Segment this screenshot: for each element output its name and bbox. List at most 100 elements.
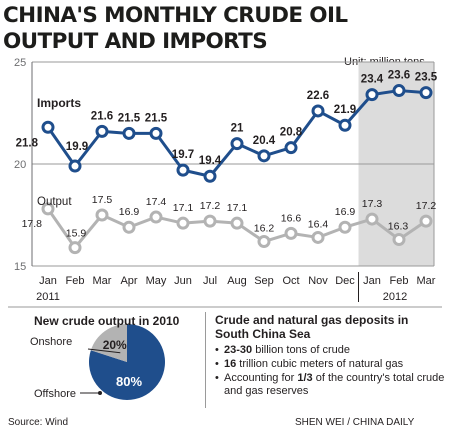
- imports-data-label: 19.7: [172, 149, 194, 161]
- imports-data-label: 19.9: [66, 141, 88, 153]
- imports-data-label: 23.5: [415, 72, 438, 84]
- output-data-label: 15.9: [66, 228, 87, 240]
- pie-slice-offshore: [89, 324, 165, 400]
- y-tick-label: 20: [14, 159, 26, 171]
- x-tick-label: Dec: [335, 275, 355, 287]
- imports-point: [365, 88, 379, 102]
- imports-point: [419, 86, 433, 100]
- imports-data-label: 20.4: [253, 135, 276, 147]
- output-point: [68, 241, 82, 255]
- imports-data-label: 20.8: [280, 127, 303, 139]
- imports-data-label: 23.4: [361, 74, 384, 86]
- output-data-label: 17.1: [173, 202, 194, 214]
- x-tick-label: Mar: [93, 275, 112, 287]
- output-point: [257, 235, 271, 249]
- output-point: [365, 212, 379, 226]
- x-tick-label: Jan: [363, 275, 381, 287]
- imports-data-label: 23.6: [388, 70, 410, 82]
- output-point: [311, 230, 325, 244]
- imports-point: [95, 124, 109, 138]
- output-point: [95, 208, 109, 222]
- output-point: [338, 220, 352, 234]
- imports-data-label: 19.4: [199, 155, 222, 167]
- year-label: 2012: [383, 291, 407, 303]
- output-data-label: 16.4: [308, 218, 329, 230]
- title-line-1: CHINA'S MONTHLY CRUDE OIL: [3, 3, 348, 28]
- output-point: [419, 214, 433, 228]
- output-point: [284, 226, 298, 240]
- x-tick-label: Feb: [66, 275, 85, 287]
- output-data-label: 17.8: [22, 218, 43, 230]
- imports-data-label: 22.6: [307, 90, 329, 102]
- imports-data-label: 21.5: [145, 112, 168, 124]
- imports-series-label: Imports: [37, 96, 81, 110]
- chart-title: CHINA'S MONTHLY CRUDE OIL OUTPUT AND IMP…: [3, 3, 447, 55]
- x-tick-label: Oct: [282, 275, 299, 287]
- imports-point: [68, 159, 82, 173]
- output-data-label: 17.1: [227, 202, 248, 214]
- output-point: [230, 216, 244, 230]
- pie-leader-dot: [98, 391, 102, 395]
- deposits-list: 23-30 billion tons of crude 16 trillion …: [215, 344, 445, 399]
- x-tick-label: May: [146, 275, 167, 287]
- imports-point: [41, 120, 55, 134]
- output-data-label: 16.9: [335, 206, 356, 218]
- y-tick-label: 25: [14, 57, 26, 69]
- pie-category-offshore: Offshore: [34, 388, 76, 400]
- deposit-item: 23-30 billion tons of crude: [215, 344, 445, 357]
- imports-point: [203, 169, 217, 183]
- imports-data-label: 21: [231, 123, 244, 135]
- imports-data-label: 21.6: [91, 110, 113, 122]
- pie-title: New crude output in 2010: [34, 314, 180, 328]
- output-point: [149, 210, 163, 224]
- x-tick-label: Sep: [254, 275, 274, 287]
- section-divider: [205, 312, 206, 408]
- output-data-label: 16.9: [119, 206, 140, 218]
- x-tick-label: Mar: [417, 275, 436, 287]
- output-data-label: 17.2: [200, 200, 221, 212]
- pie-category-onshore: Onshore: [30, 336, 72, 348]
- title-line-2: OUTPUT AND IMPORTS: [3, 29, 268, 54]
- imports-point: [284, 141, 298, 155]
- output-data-label: 17.4: [146, 196, 167, 208]
- output-data-label: 16.3: [388, 220, 409, 232]
- output-data-label: 17.5: [92, 194, 113, 206]
- pie-leader-onshore: [87, 348, 121, 354]
- output-series-label: Output: [37, 196, 72, 208]
- pie-label-onshore-pct: 20%: [103, 338, 127, 352]
- pie-label-offshore-pct: 80%: [116, 374, 142, 389]
- output-point: [122, 220, 136, 234]
- output-point: [176, 216, 190, 230]
- deposits-title: Crude and natural gas deposits in South …: [215, 313, 409, 341]
- output-data-label: 16.2: [254, 223, 275, 235]
- output-point: [203, 214, 217, 228]
- output-data-label: 16.6: [281, 212, 302, 224]
- output-point: [392, 232, 406, 246]
- imports-data-label: 21.9: [334, 104, 356, 116]
- imports-data-label: 21.8: [16, 137, 39, 149]
- x-tick-label: Jun: [174, 275, 192, 287]
- imports-data-label: 21.5: [118, 112, 141, 124]
- credit-note: SHEN WEI / CHINA DAILY: [295, 417, 415, 428]
- output-point: [41, 202, 55, 216]
- deposit-item: Accounting for 1/3 of the country's tota…: [215, 372, 445, 398]
- x-tick-label: Aug: [227, 275, 247, 287]
- y-tick-label: 15: [14, 261, 26, 273]
- imports-point: [338, 118, 352, 132]
- imports-point: [392, 84, 406, 98]
- output-data-label: 17.3: [362, 198, 383, 210]
- year-label: 2011: [36, 291, 60, 303]
- imports-point: [230, 137, 244, 151]
- x-tick-label: Jul: [203, 275, 217, 287]
- imports-point: [311, 104, 325, 118]
- x-tick-label: Apr: [120, 275, 137, 287]
- output-data-label: 17.2: [416, 200, 437, 212]
- imports-point: [176, 163, 190, 177]
- x-tick-label: Nov: [308, 275, 328, 287]
- deposit-item: 16 trillion cubic meters of natural gas: [215, 358, 445, 371]
- x-tick-label: Jan: [39, 275, 57, 287]
- imports-point: [257, 149, 271, 163]
- source-note: Source: Wind: [8, 417, 69, 428]
- imports-point: [149, 126, 163, 140]
